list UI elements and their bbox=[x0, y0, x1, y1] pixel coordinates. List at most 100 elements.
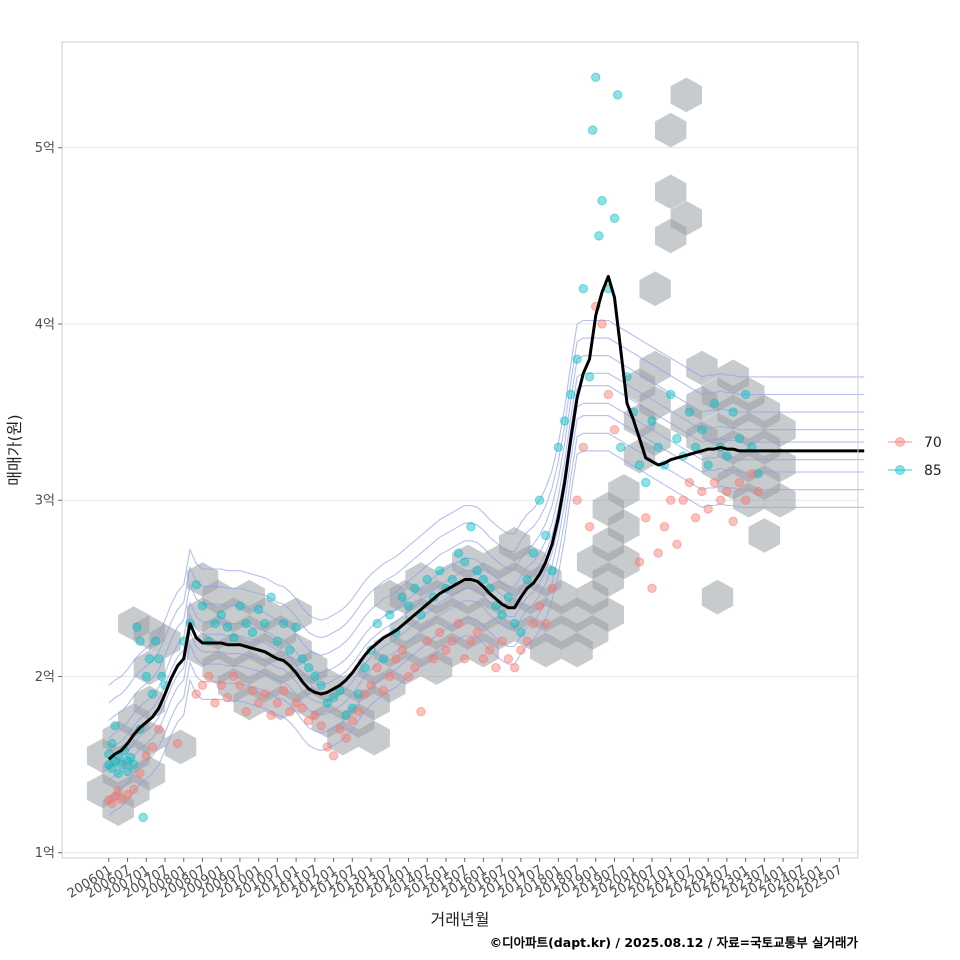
hex-bin bbox=[701, 579, 734, 615]
scatter-point-85 bbox=[503, 592, 514, 602]
scatter-point-70 bbox=[204, 671, 214, 682]
scatter-point-85 bbox=[703, 460, 713, 470]
scatter-point-85 bbox=[278, 618, 289, 629]
y-tick-label: 2억 bbox=[35, 670, 55, 685]
scatter-point-85 bbox=[541, 530, 551, 541]
scatter-point-70 bbox=[453, 618, 464, 629]
scatter-point-70 bbox=[303, 715, 314, 726]
scatter-point-85 bbox=[157, 671, 167, 682]
scatter-point-85 bbox=[422, 574, 432, 585]
scatter-point-85 bbox=[235, 601, 245, 611]
scatter-point-85 bbox=[266, 592, 276, 602]
scatter-point-85 bbox=[578, 284, 589, 294]
scatter-point-70 bbox=[341, 733, 351, 743]
scatter-point-70 bbox=[578, 442, 589, 453]
scatter-point-70 bbox=[228, 671, 239, 682]
scatter-point-85 bbox=[113, 768, 123, 779]
hex-bin bbox=[764, 447, 796, 483]
legend-label-70: 70 bbox=[924, 435, 942, 451]
scatter-point-70 bbox=[697, 486, 707, 497]
scatter-point-70 bbox=[609, 425, 620, 435]
density-contour bbox=[108, 319, 865, 686]
scatter-point-85 bbox=[491, 601, 501, 611]
y-tick-label: 1억 bbox=[35, 846, 55, 861]
scatter-point-70 bbox=[191, 689, 201, 699]
scatter-point-85 bbox=[559, 416, 570, 426]
scatter-point-85 bbox=[403, 601, 414, 611]
scatter-point-85 bbox=[297, 654, 308, 664]
scatter-point-70 bbox=[154, 724, 164, 735]
density-contour bbox=[108, 355, 865, 721]
scatter-point-70 bbox=[722, 486, 732, 497]
density-contour bbox=[108, 450, 865, 817]
scatter-point-70 bbox=[141, 751, 151, 761]
scatter-point-85 bbox=[397, 592, 407, 602]
scatter-point-70 bbox=[422, 636, 432, 646]
scatter-point-85 bbox=[709, 398, 720, 408]
scatter-point-85 bbox=[241, 618, 251, 629]
scatter-point-70 bbox=[478, 654, 489, 664]
hex-bin bbox=[358, 720, 390, 756]
scatter-point-70 bbox=[547, 583, 557, 594]
scatter-point-70 bbox=[597, 319, 607, 329]
hex-bin bbox=[748, 518, 781, 553]
scatter-point-85 bbox=[740, 389, 751, 400]
scatter-point-85 bbox=[594, 231, 604, 241]
scatter-point-70 bbox=[372, 662, 382, 673]
scatter-point-85 bbox=[466, 521, 476, 532]
scatter-point-85 bbox=[522, 574, 532, 585]
scatter-point-70 bbox=[603, 389, 613, 400]
density-contour bbox=[108, 415, 865, 781]
scatter-point-85 bbox=[147, 689, 158, 699]
scatter-point-70 bbox=[435, 627, 445, 638]
scatter-point-70 bbox=[297, 703, 308, 713]
scatter-point-70 bbox=[416, 707, 426, 717]
hex-bin bbox=[670, 77, 702, 113]
scatter-point-70 bbox=[266, 710, 276, 720]
scatter-point-70 bbox=[378, 685, 389, 696]
scatter-point-70 bbox=[172, 738, 183, 749]
scatter-point-85 bbox=[666, 389, 676, 400]
scatter-point-70 bbox=[235, 680, 245, 690]
scatter-point-85 bbox=[141, 671, 151, 682]
scatter-point-70 bbox=[397, 645, 407, 655]
scatter-point-85 bbox=[647, 416, 657, 426]
scatter-point-70 bbox=[672, 539, 682, 549]
density-contour bbox=[108, 372, 865, 739]
scatter-point-70 bbox=[385, 671, 395, 682]
scatter-point-70 bbox=[484, 645, 495, 655]
scatter-point-85 bbox=[328, 692, 339, 703]
source-caption: ©디아파트(dapt.kr) / 2025.08.12 / 자료=국토교통부 실… bbox=[490, 935, 859, 950]
legend-key-85 bbox=[895, 465, 905, 475]
scatter-point-85 bbox=[497, 610, 507, 620]
scatter-point-85 bbox=[154, 654, 164, 664]
scatter-point-85 bbox=[360, 662, 370, 673]
scatter-point-85 bbox=[572, 354, 582, 364]
scatter-point-70 bbox=[241, 707, 251, 717]
scatter-point-70 bbox=[641, 513, 651, 523]
hex-bin bbox=[764, 482, 796, 518]
scatter-point-70 bbox=[584, 521, 595, 532]
scatter-point-85 bbox=[303, 662, 314, 673]
scatter-point-85 bbox=[722, 451, 732, 461]
hex-bin bbox=[639, 350, 671, 386]
scatter-point-70 bbox=[360, 689, 370, 699]
scatter-point-70 bbox=[466, 636, 476, 646]
scatter-point-85 bbox=[509, 618, 520, 629]
scatter-point-85 bbox=[728, 407, 738, 417]
hex-bin bbox=[655, 174, 687, 210]
scatter-point-85 bbox=[410, 583, 420, 594]
scatter-point-70 bbox=[403, 671, 414, 682]
scatter-point-70 bbox=[253, 698, 264, 708]
y-tick-label: 4억 bbox=[35, 317, 55, 332]
scatter-point-70 bbox=[522, 636, 532, 646]
x-axis-title: 거래년월 bbox=[431, 910, 490, 929]
y-tick-label: 5억 bbox=[35, 141, 55, 156]
scatter-point-70 bbox=[347, 715, 358, 726]
scatter-point-70 bbox=[113, 786, 123, 796]
scatter-point-70 bbox=[753, 486, 763, 497]
scatter-point-70 bbox=[316, 721, 326, 731]
scatter-point-70 bbox=[147, 742, 158, 752]
scatter-point-70 bbox=[272, 698, 283, 708]
legend-key-70 bbox=[895, 437, 905, 447]
